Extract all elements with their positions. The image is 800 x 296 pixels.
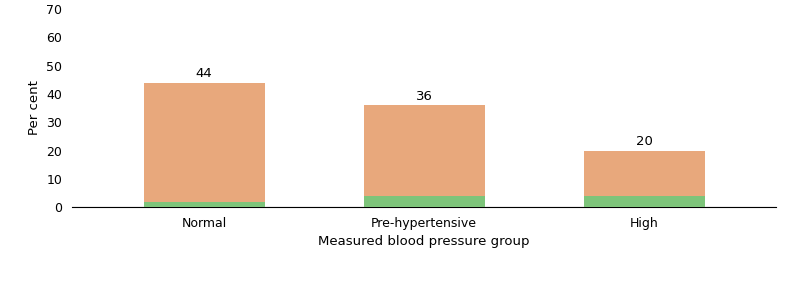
Bar xyxy=(143,83,265,202)
Text: 20: 20 xyxy=(635,135,653,148)
Bar xyxy=(583,151,705,196)
Y-axis label: Per cent: Per cent xyxy=(28,81,41,136)
Text: 36: 36 xyxy=(415,90,433,103)
X-axis label: Measured blood pressure group: Measured blood pressure group xyxy=(318,236,530,248)
Bar xyxy=(143,202,265,207)
Bar xyxy=(363,105,485,196)
Text: 44: 44 xyxy=(196,67,212,80)
Bar xyxy=(583,196,705,207)
Bar xyxy=(363,196,485,207)
